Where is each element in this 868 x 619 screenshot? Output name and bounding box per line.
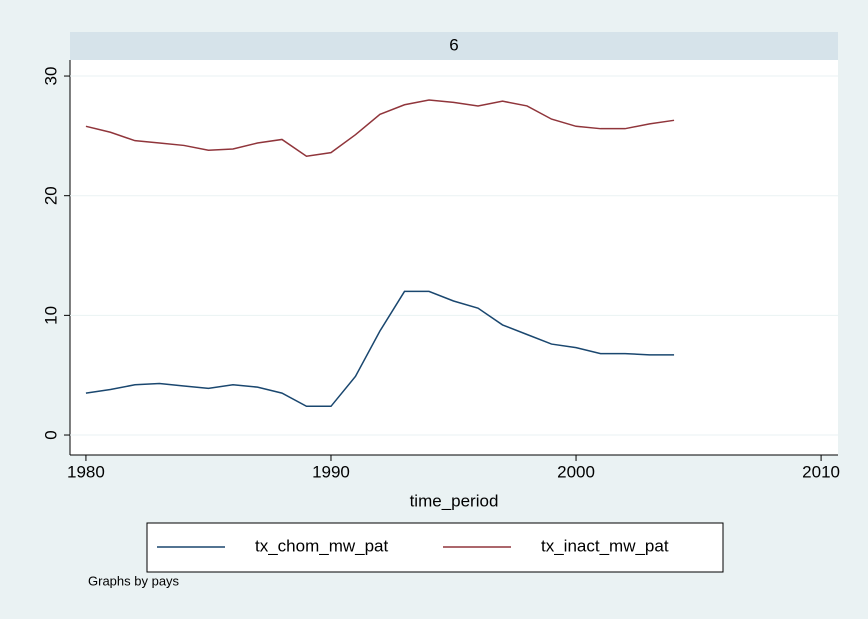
x-axis-label: time_period (410, 491, 499, 510)
panel-header (70, 32, 838, 60)
y-tick-label: 30 (41, 67, 60, 86)
legend-label: tx_inact_mw_pat (541, 536, 669, 555)
x-tick-label: 1990 (312, 462, 350, 481)
plot-area (70, 60, 838, 455)
y-tick-label: 10 (41, 306, 60, 325)
line-series (85, 99, 675, 157)
legend (146, 522, 724, 573)
x-tick-label: 1980 (67, 462, 105, 481)
y-tick-label: 0 (41, 430, 60, 439)
note: Graphs by pays (88, 573, 180, 588)
y-tick-label: 20 (41, 186, 60, 205)
x-tick-label: 2000 (557, 462, 595, 481)
line-series (85, 290, 675, 408)
panel-label: 6 (449, 35, 458, 54)
legend-label: tx_chom_mw_pat (255, 536, 389, 555)
x-tick-label: 2010 (802, 462, 840, 481)
